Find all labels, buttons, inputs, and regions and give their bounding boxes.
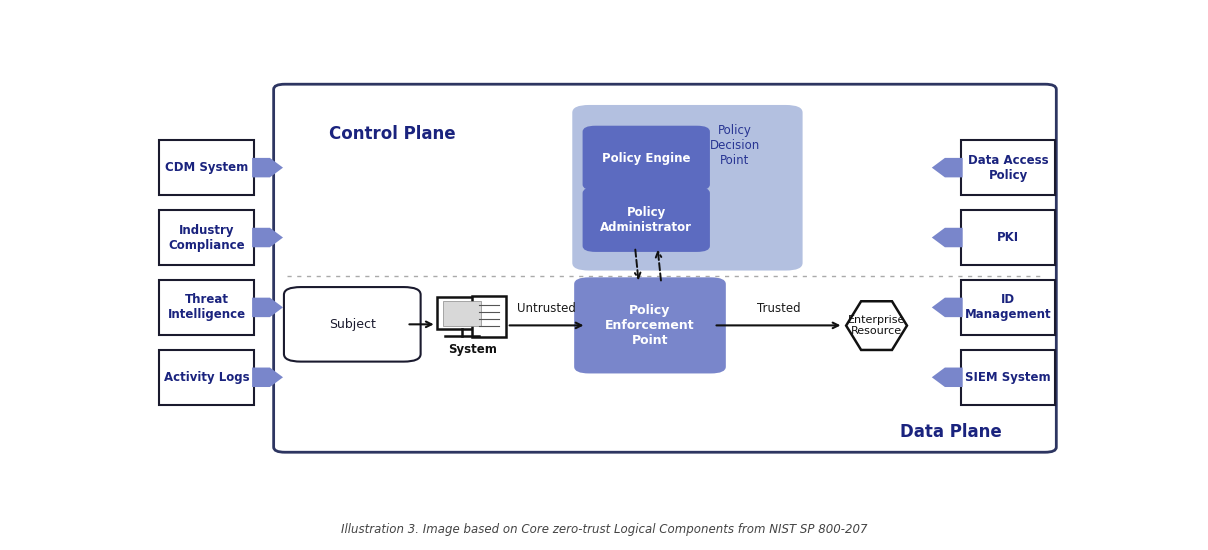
Text: Enterprise
Resource: Enterprise Resource	[848, 315, 905, 337]
Text: PKI: PKI	[997, 231, 1020, 244]
Text: Illustration 3. Image based on Core zero-trust Logical Components from NIST SP 8: Illustration 3. Image based on Core zero…	[341, 523, 867, 536]
Text: Trusted: Trusted	[756, 302, 801, 315]
FancyBboxPatch shape	[159, 210, 254, 265]
FancyBboxPatch shape	[443, 301, 481, 327]
FancyBboxPatch shape	[960, 279, 1056, 335]
Polygon shape	[931, 298, 963, 317]
FancyBboxPatch shape	[274, 84, 1056, 452]
Text: Data Plane: Data Plane	[900, 424, 1001, 441]
Text: Threat
Intelligence: Threat Intelligence	[168, 293, 245, 321]
Polygon shape	[252, 158, 283, 178]
FancyBboxPatch shape	[472, 296, 506, 337]
Text: Policy
Decision
Point: Policy Decision Point	[709, 124, 760, 167]
Text: SIEM System: SIEM System	[965, 371, 1051, 384]
FancyBboxPatch shape	[159, 140, 254, 195]
Polygon shape	[931, 367, 963, 387]
FancyBboxPatch shape	[582, 126, 710, 190]
FancyBboxPatch shape	[960, 210, 1056, 265]
Text: Activity Logs: Activity Logs	[164, 371, 250, 384]
FancyBboxPatch shape	[284, 287, 420, 361]
Polygon shape	[252, 367, 283, 387]
Polygon shape	[931, 158, 963, 178]
Text: System: System	[448, 343, 498, 356]
Text: Untrusted: Untrusted	[517, 302, 576, 315]
FancyBboxPatch shape	[574, 277, 726, 373]
FancyBboxPatch shape	[582, 187, 710, 252]
Polygon shape	[252, 298, 283, 317]
Text: Control Plane: Control Plane	[329, 125, 455, 143]
FancyBboxPatch shape	[437, 297, 486, 329]
Text: CDM System: CDM System	[165, 161, 249, 174]
Text: Subject: Subject	[329, 318, 376, 331]
FancyBboxPatch shape	[960, 350, 1056, 405]
Text: ID
Management: ID Management	[965, 293, 1051, 321]
Polygon shape	[931, 228, 963, 248]
FancyBboxPatch shape	[159, 279, 254, 335]
Text: Data Access
Policy: Data Access Policy	[968, 153, 1049, 182]
Polygon shape	[252, 228, 283, 248]
Text: Policy
Enforcement
Point: Policy Enforcement Point	[605, 304, 695, 347]
FancyBboxPatch shape	[159, 350, 254, 405]
Text: Policy Engine: Policy Engine	[602, 152, 691, 164]
Polygon shape	[846, 301, 907, 350]
FancyBboxPatch shape	[960, 140, 1056, 195]
Text: Industry
Compliance: Industry Compliance	[168, 223, 245, 251]
FancyBboxPatch shape	[573, 105, 802, 271]
Text: Policy
Administrator: Policy Administrator	[600, 206, 692, 234]
